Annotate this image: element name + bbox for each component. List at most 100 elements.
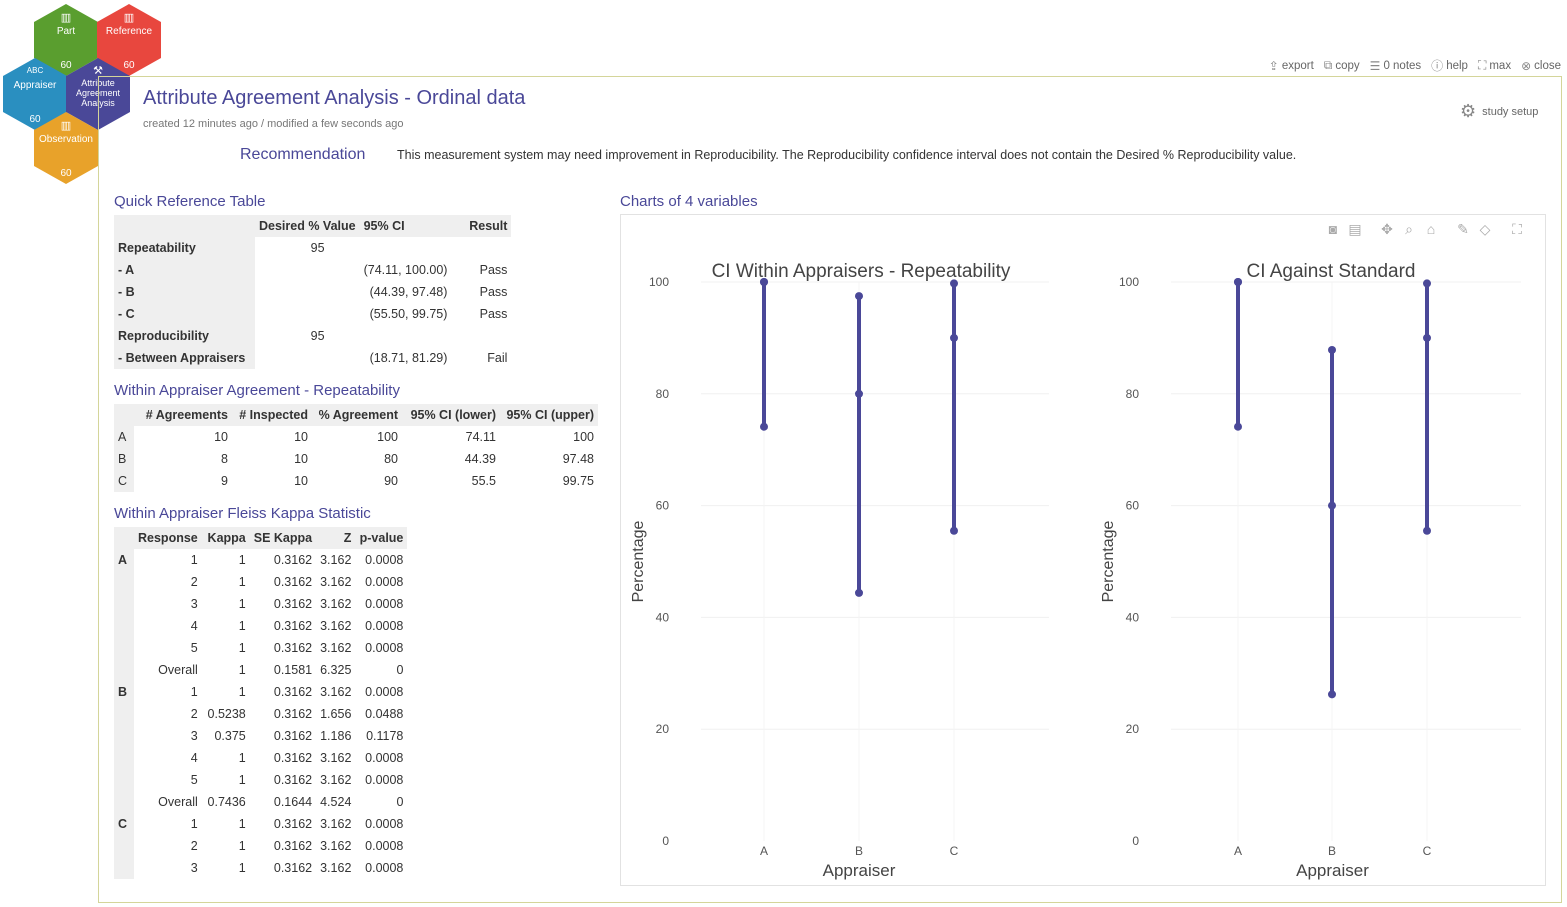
kappa-cell: 3.162	[320, 861, 352, 875]
kappa-header: SE Kappa	[249, 527, 317, 549]
kappa-cell: 3	[190, 729, 198, 743]
y-tick-label: 80	[1126, 387, 1140, 401]
qr-row: Reproducibility 95	[114, 325, 511, 347]
qr-desired	[255, 347, 360, 369]
ci-point[interactable]	[1328, 501, 1336, 510]
ci-point[interactable]	[1423, 279, 1431, 288]
fullscreen-icon[interactable]: ⛶	[1512, 221, 1522, 237]
kappa-cell: 0.7436	[207, 795, 246, 809]
x-tick-label: B	[1328, 844, 1336, 858]
kappa-cell: 0.3162	[273, 685, 313, 699]
ci-point[interactable]	[855, 292, 863, 301]
quick-reference-table: Desired % Value 95% CI Result Repeatabil…	[114, 215, 512, 369]
zoom-icon[interactable]: ⌕	[1405, 221, 1413, 237]
kappa-row: 2 1 0.3162 3.162 0.0008	[114, 571, 407, 593]
within-cell: 9	[221, 474, 228, 488]
ci-point[interactable]	[950, 526, 958, 535]
within-cell: 44.39	[464, 452, 496, 466]
compare-icon[interactable]: ▤	[1348, 221, 1362, 237]
kappa-cell: 0.3162	[273, 751, 313, 765]
eraser-icon[interactable]: ◇	[1479, 221, 1491, 237]
hex-reference-count: 60	[123, 60, 135, 71]
kappa-appraiser	[114, 637, 134, 659]
qr-ci: (74.11, 100.00)	[363, 263, 448, 277]
ci-point[interactable]	[950, 279, 958, 288]
qr-desired	[255, 281, 360, 303]
close-button[interactable]: ⊗ close	[1521, 57, 1561, 74]
ci-point[interactable]	[1234, 278, 1242, 286]
kappa-cell: Overall	[158, 795, 198, 809]
kappa-appraiser	[114, 769, 134, 791]
kappa-cell: 0.0008	[365, 773, 404, 787]
recommendation-label: Recommendation	[240, 146, 366, 163]
ci-point[interactable]	[1328, 345, 1336, 354]
kappa-cell: 0.0008	[365, 751, 404, 765]
qr-row-label: - A	[114, 259, 255, 281]
study-setup-button[interactable]: ⚙ study setup	[1460, 101, 1538, 122]
x-axis-label: Appraiser	[823, 861, 896, 880]
ci-point[interactable]	[855, 389, 863, 398]
kappa-appraiser: A	[114, 549, 134, 571]
within-cell: 55.5	[471, 474, 496, 488]
ci-point[interactable]	[950, 333, 958, 342]
kappa-cell: 0.3162	[273, 707, 313, 721]
within-header: 95% CI (lower)	[402, 404, 500, 426]
kappa-appraiser	[114, 725, 134, 747]
copy-icon: ⧉	[1323, 58, 1333, 72]
kappa-cell: 0.0008	[365, 641, 404, 655]
ci-point[interactable]	[1423, 333, 1431, 342]
ci-point[interactable]	[760, 422, 768, 431]
notes-label: 0 notes	[1383, 59, 1422, 72]
copy-label: copy	[1335, 59, 1360, 72]
kappa-appraiser: B	[114, 681, 134, 703]
y-tick-label: 0	[662, 834, 669, 848]
page-subtitle: created 12 minutes ago / modified a few …	[143, 118, 404, 130]
copy-button[interactable]: ⧉ copy	[1324, 57, 1360, 74]
kappa-cell: 3.162	[320, 597, 352, 611]
kappa-cell: 0.3162	[273, 729, 313, 743]
kappa-cell: 0.3162	[273, 839, 313, 853]
hex-part-count: 60	[60, 60, 72, 71]
charts-title: Charts of 4 variables	[620, 193, 758, 210]
chart-svg[interactable]: 0 20 40 60 80 100 CI Within Appraisers - Repea…	[621, 215, 1547, 887]
kappa-row: Overall 0.7436 0.1644 4.524 0	[114, 791, 407, 813]
kappa-cell: 0.0008	[365, 597, 404, 611]
kappa-cell: 1.656	[320, 707, 352, 721]
y-tick-label: 60	[656, 499, 670, 513]
within-cell: 80	[384, 452, 398, 466]
draw-icon[interactable]: ✎	[1457, 221, 1469, 237]
qr-desired: 95	[310, 241, 325, 255]
ci-point[interactable]	[1234, 422, 1242, 431]
kappa-row: Overall 1 0.1581 6.325 0	[114, 659, 407, 681]
kappa-cell: Overall	[158, 663, 198, 677]
home-icon[interactable]: ⌂	[1426, 221, 1436, 237]
pan-icon[interactable]: ✥	[1381, 221, 1393, 237]
kappa-cell: 1	[238, 839, 246, 853]
qr-row-label: Reproducibility	[114, 325, 255, 347]
help-icon: ⓘ	[1431, 59, 1444, 73]
page-title: Attribute Agreement Analysis - Ordinal d…	[143, 87, 526, 109]
help-button[interactable]: ⓘ help	[1431, 57, 1468, 74]
ci-point[interactable]	[1423, 526, 1431, 535]
chart-panel: 0 20 40 60 80 100 CI Within Appraisers - Repea…	[620, 214, 1546, 886]
kappa-cell: 1	[238, 773, 246, 787]
study-setup-label: study setup	[1482, 105, 1539, 118]
camera-icon[interactable]: ◙	[1328, 221, 1338, 237]
within-cell: 100	[573, 430, 594, 444]
export-button[interactable]: ⇪ export	[1269, 57, 1314, 74]
max-button[interactable]: ⛶ max	[1478, 57, 1511, 74]
kappa-cell: 1	[238, 685, 246, 699]
kappa-appraiser	[114, 615, 134, 637]
hex-observation-count: 60	[60, 168, 72, 179]
qr-header-result: Result	[451, 215, 512, 237]
within-row: B 8 10 80 44.39 97.48	[114, 448, 598, 470]
kappa-cell: 0.0008	[365, 685, 404, 699]
hex-reference-label: Reference	[105, 26, 153, 37]
notes-button[interactable]: ☰ 0 notes	[1370, 57, 1422, 74]
kappa-cell: 3.162	[320, 685, 352, 699]
ci-point[interactable]	[1328, 690, 1336, 699]
ci-point[interactable]	[855, 588, 863, 597]
ci-point[interactable]	[760, 278, 768, 286]
y-tick-label: 100	[649, 275, 669, 289]
kappa-cell: 1	[238, 553, 246, 567]
